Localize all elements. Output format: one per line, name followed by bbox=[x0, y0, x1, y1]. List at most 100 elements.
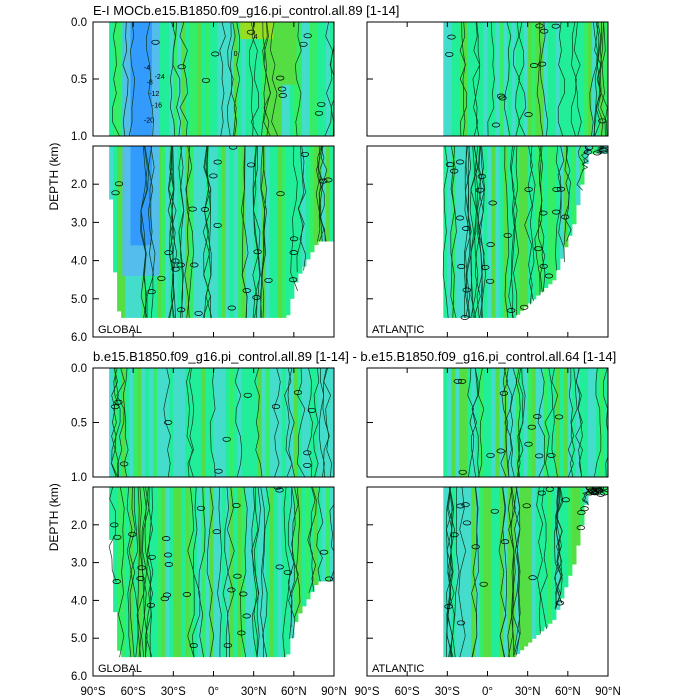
ocean-strip bbox=[571, 487, 577, 565]
ocean-strip bbox=[301, 487, 307, 607]
ocean-strip bbox=[495, 146, 501, 318]
contour-ellipse bbox=[462, 226, 471, 231]
ytick-label: 1.0 bbox=[71, 131, 87, 143]
contour-line bbox=[239, 487, 248, 658]
ocean-strip bbox=[455, 146, 460, 318]
ocean-strip bbox=[563, 368, 569, 477]
contour-line bbox=[186, 146, 194, 318]
y-axis-label: DEPTH (km) bbox=[47, 143, 61, 211]
contour-ellipse bbox=[450, 532, 459, 538]
ocean-strip bbox=[269, 487, 275, 658]
ocean-strip bbox=[209, 146, 215, 318]
contour-line bbox=[603, 368, 608, 477]
contour-ellipse bbox=[275, 564, 284, 570]
ocean-strip bbox=[201, 487, 206, 658]
ocean-strip bbox=[467, 22, 472, 136]
ocean-strip bbox=[451, 368, 456, 477]
ytick-label: 4.0 bbox=[71, 595, 87, 607]
ocean-strip bbox=[173, 22, 178, 136]
ocean-strip bbox=[217, 22, 223, 136]
ocean-strip bbox=[479, 146, 485, 318]
contour-ellipse bbox=[539, 210, 548, 216]
ocean-strip bbox=[229, 146, 235, 318]
ocean-strip bbox=[596, 487, 601, 495]
ocean-strip bbox=[443, 146, 448, 318]
contour-line bbox=[108, 487, 117, 583]
ocean-strip bbox=[463, 368, 468, 477]
ocean-strip bbox=[197, 22, 202, 136]
ocean-strip bbox=[297, 22, 303, 136]
ocean-strip bbox=[487, 368, 493, 477]
ocean-strip bbox=[109, 487, 114, 540]
ocean-strip bbox=[604, 146, 608, 154]
ocean-strip bbox=[281, 146, 287, 318]
y-axis-label: DEPTH (km) bbox=[47, 483, 61, 551]
contour-line bbox=[537, 368, 546, 477]
contour-line bbox=[287, 368, 295, 477]
ocean-strip bbox=[487, 146, 493, 318]
ocean-strip bbox=[567, 487, 573, 576]
contour-ellipse bbox=[524, 441, 533, 447]
ocean-strip bbox=[563, 487, 569, 588]
contour-ellipse bbox=[457, 264, 466, 269]
ocean-strip bbox=[113, 368, 118, 477]
contour-line bbox=[317, 146, 325, 242]
ocean-strip bbox=[330, 146, 334, 242]
ocean-strip bbox=[330, 487, 334, 582]
contour-line bbox=[261, 146, 267, 318]
contour-line bbox=[252, 146, 261, 318]
contour-line bbox=[593, 22, 600, 136]
contour-line bbox=[461, 22, 466, 136]
contour-line bbox=[251, 487, 260, 658]
xtick-label: 90°S bbox=[80, 686, 105, 698]
ocean-strip bbox=[213, 146, 219, 318]
contour-ellipse bbox=[147, 289, 156, 295]
ocean-strip bbox=[153, 487, 158, 658]
contour-line bbox=[145, 487, 153, 658]
contour-ellipse bbox=[592, 150, 602, 156]
contour-label: -12 bbox=[149, 91, 159, 98]
contour-line bbox=[270, 22, 279, 136]
contour-line bbox=[168, 146, 177, 318]
ocean-strip bbox=[221, 22, 227, 136]
contour-label: 4 bbox=[254, 34, 258, 41]
xtick-label: 30°S bbox=[161, 686, 186, 698]
ocean-strip bbox=[173, 487, 178, 658]
ocean-strip bbox=[455, 22, 460, 136]
ocean-strip bbox=[547, 146, 553, 285]
contour-line bbox=[128, 22, 136, 136]
contour-line bbox=[582, 487, 590, 506]
contour-line bbox=[147, 146, 156, 318]
contour-ellipse bbox=[552, 209, 561, 215]
xtick-label: 0° bbox=[208, 686, 219, 698]
contour-ellipse bbox=[196, 505, 206, 511]
contour-ellipse bbox=[214, 468, 223, 474]
contour-ellipse bbox=[176, 262, 185, 268]
ocean-strip bbox=[221, 146, 227, 318]
basin-label: GLOBAL bbox=[98, 324, 142, 336]
contour-ellipse bbox=[490, 508, 499, 514]
contour-line bbox=[251, 487, 258, 658]
ocean-strip bbox=[165, 368, 170, 477]
contour-line bbox=[500, 368, 509, 477]
contour-ellipse bbox=[576, 525, 585, 531]
ocean-strip bbox=[447, 368, 452, 477]
ocean-strip bbox=[471, 22, 476, 136]
basin-label: ATLANTIC bbox=[372, 324, 424, 336]
ocean-strip bbox=[515, 368, 521, 477]
ocean-strip bbox=[245, 368, 251, 477]
ocean-strip bbox=[459, 146, 464, 318]
contour-ellipse bbox=[314, 110, 324, 116]
contour-line bbox=[513, 487, 521, 655]
ocean-strip bbox=[575, 368, 581, 477]
contour-ellipse bbox=[213, 222, 222, 228]
contour-line bbox=[273, 368, 281, 477]
contour-ellipse bbox=[171, 266, 180, 272]
contour-line bbox=[554, 487, 561, 610]
contour-line bbox=[294, 22, 302, 136]
ocean-strip bbox=[209, 22, 215, 136]
ocean-strip bbox=[507, 368, 513, 477]
ocean-strip bbox=[113, 146, 118, 273]
contour-ellipse bbox=[317, 101, 326, 107]
